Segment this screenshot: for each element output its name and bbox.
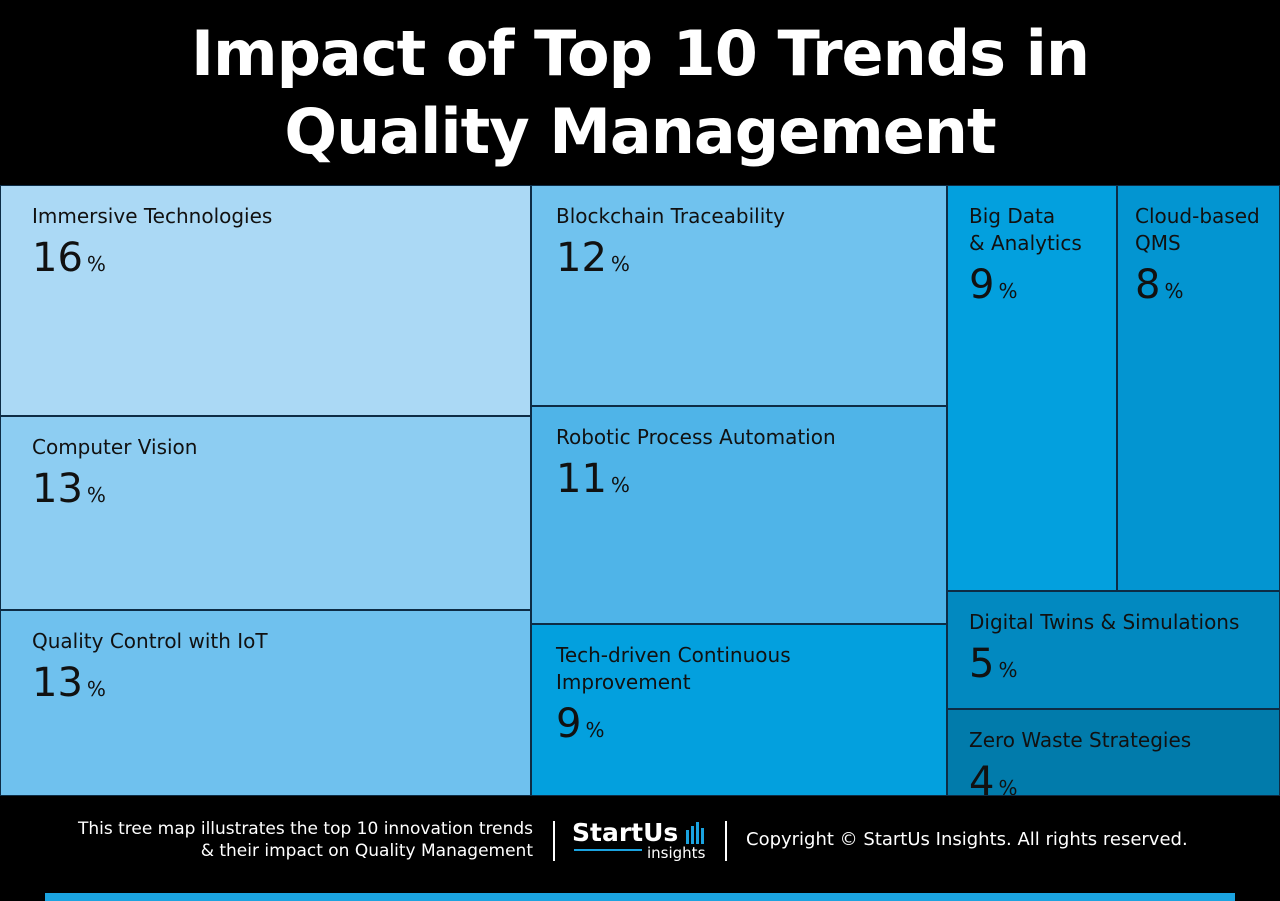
tile-value-number: 5 <box>969 641 995 687</box>
tile-label: Robotic Process Automation <box>556 425 836 449</box>
tile-value: 5% <box>969 644 1017 690</box>
tile-value-number: 12 <box>556 235 607 281</box>
tile-value-number: 11 <box>556 456 607 502</box>
footer: This tree map illustrates the top 10 inn… <box>0 796 1280 886</box>
tile-value-unit: % <box>610 473 630 497</box>
tile-value-unit: % <box>86 252 106 276</box>
tile-value-number: 16 <box>32 235 83 281</box>
treemap-tile: Computer Vision 13% <box>0 416 531 610</box>
footer-description: This tree map illustrates the top 10 inn… <box>78 818 533 862</box>
tile-value-number: 13 <box>32 466 83 512</box>
description-line-1: This tree map illustrates the top 10 inn… <box>77 819 533 839</box>
treemap-tile: Quality Control with IoT 13% <box>0 610 531 796</box>
tile-label: Digital Twins & Simulations <box>969 610 1240 634</box>
tile-value-unit: % <box>86 677 106 701</box>
bottom-accent-bar <box>45 893 1235 901</box>
treemap-tile: Immersive Technologies 16% <box>0 185 531 416</box>
tile-label: Cloud-based QMS <box>1135 204 1260 255</box>
tile-value-unit: % <box>998 776 1018 796</box>
title-line-1: Impact of Top 10 Trends in <box>190 16 1090 90</box>
footer-divider-right <box>725 821 727 861</box>
tile-label: Zero Waste Strategies <box>969 728 1192 752</box>
tile-value: 4% <box>969 759 1018 796</box>
tile-value: 8% <box>1135 265 1183 311</box>
tile-label: Big Data & Analytics <box>969 204 1082 255</box>
tile-label: Quality Control with IoT <box>32 629 268 653</box>
tile-label: Blockchain Traceability <box>556 204 785 228</box>
tile-value-number: 8 <box>1135 262 1161 308</box>
tile-value: 9% <box>969 265 1017 311</box>
treemap-tile: Blockchain Traceability 12% <box>531 185 947 406</box>
bar-chart-icon <box>686 822 704 844</box>
tile-value-number: 9 <box>556 701 582 747</box>
tile-value-number: 4 <box>969 759 995 796</box>
title-line-2: Quality Management <box>284 94 996 168</box>
description-line-2: & their impact on Quality Management <box>200 841 533 861</box>
logo-underline <box>574 849 642 851</box>
treemap-tile: Cloud-based QMS 8% <box>1117 185 1280 591</box>
treemap-tile: Zero Waste Strategies 4% <box>947 709 1280 796</box>
tile-value-unit: % <box>86 483 106 507</box>
tile-value: 9% <box>556 704 604 750</box>
tile-value-unit: % <box>1164 279 1184 303</box>
logo-wordmark: StartUs <box>572 818 679 847</box>
tile-value-unit: % <box>610 252 630 276</box>
tile-value: 11% <box>556 459 630 505</box>
treemap-tile: Tech-driven Continuous Improvement 9% <box>531 624 947 796</box>
treemap-tile: Digital Twins & Simulations 5% <box>947 591 1280 709</box>
treemap: Immersive Technologies 16% Computer Vision… <box>0 185 1280 796</box>
chart-title: Impact of Top 10 Trends in Quality Manag… <box>0 0 1280 185</box>
tile-value: 13% <box>32 663 106 709</box>
logo-subtitle: insights <box>647 844 706 862</box>
tile-value-number: 9 <box>969 262 995 308</box>
startus-logo: StartUs insights <box>572 818 712 866</box>
tile-value: 13% <box>32 469 106 515</box>
tile-label: Tech-driven Continuous Improvement <box>556 643 791 694</box>
tile-value-unit: % <box>585 718 605 742</box>
treemap-tile: Robotic Process Automation 11% <box>531 406 947 624</box>
tile-value: 16% <box>32 238 106 284</box>
footer-divider-left <box>553 821 555 861</box>
copyright-text: Copyright © StartUs Insights. All rights… <box>746 829 1188 850</box>
treemap-tile: Big Data & Analytics 9% <box>947 185 1117 591</box>
tile-label: Computer Vision <box>32 435 198 459</box>
tile-value-unit: % <box>998 279 1018 303</box>
tile-value: 12% <box>556 238 630 284</box>
tile-value-number: 13 <box>32 660 83 706</box>
tile-value-unit: % <box>998 658 1018 682</box>
tile-label: Immersive Technologies <box>32 204 273 228</box>
